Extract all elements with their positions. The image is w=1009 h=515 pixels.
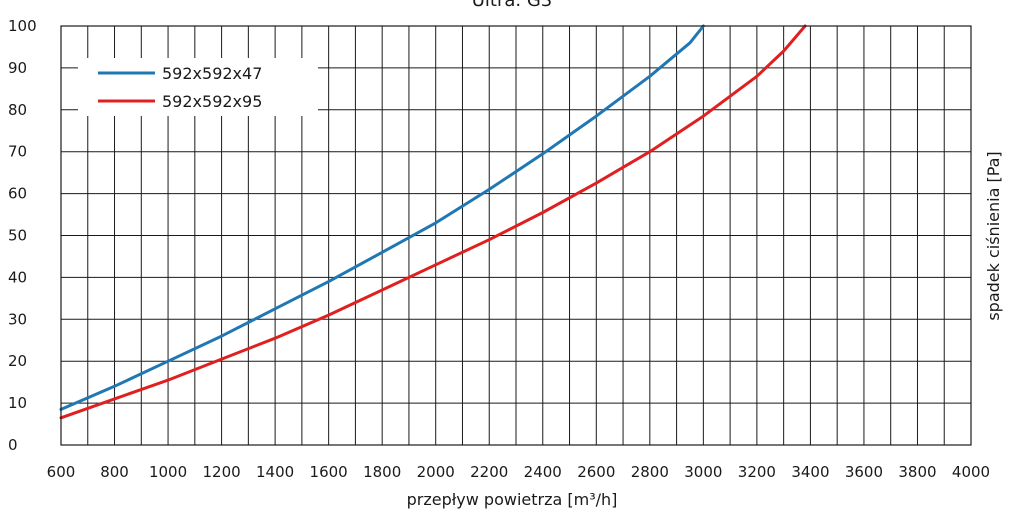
y-tick-label: 0	[8, 436, 18, 454]
x-tick-label: 1800	[363, 463, 401, 481]
y-tick-label: 90	[8, 59, 27, 77]
legend: 592x592x47 592x592x95	[98, 64, 262, 111]
x-axis: 600 800 1000 1200 1400 1600 1800 2000 2200 2400 26…	[47, 463, 990, 481]
legend-box	[78, 58, 318, 116]
x-tick-label: 2800	[631, 463, 669, 481]
y-tick-label: 60	[8, 185, 27, 203]
series-line-2	[59, 24, 807, 420]
y-tick-label: 70	[8, 143, 27, 161]
y-tick-label: 50	[8, 227, 27, 245]
y-tick-label: 40	[8, 268, 27, 286]
y-tick-label: 30	[8, 310, 27, 328]
y-tick-label: 10	[8, 394, 27, 412]
x-tick-label: 2000	[417, 463, 455, 481]
legend-label-2: 592x592x95	[162, 92, 262, 111]
y-axis: 0 10 20 30 40 50 60 70 80 90 100	[8, 17, 37, 454]
x-tick-label: 1200	[202, 463, 240, 481]
plot-frame	[60, 25, 972, 446]
x-axis-label: przepływ powietrza [m³/h]	[407, 490, 618, 509]
x-tick-label: 3000	[684, 463, 722, 481]
x-tick-label: 3800	[898, 463, 936, 481]
y-tick-label: 100	[8, 17, 37, 35]
x-tick-label: 1400	[256, 463, 294, 481]
x-tick-label: 800	[100, 463, 129, 481]
x-tick-label: 4000	[952, 463, 990, 481]
legend-label-1: 592x592x47	[162, 64, 262, 83]
x-tick-label: 2600	[577, 463, 615, 481]
x-tick-label: 3600	[845, 463, 883, 481]
x-tick-label: 3200	[738, 463, 776, 481]
x-tick-label: 2400	[524, 463, 562, 481]
x-tick-label: 2200	[470, 463, 508, 481]
y-tick-label: 80	[8, 101, 27, 119]
chart-title: Ultra. G3	[472, 0, 553, 11]
x-tick-label: 600	[47, 463, 76, 481]
x-tick-label: 1600	[310, 463, 348, 481]
x-tick-label: 3400	[791, 463, 829, 481]
y-tick-label: 20	[8, 352, 27, 370]
series-layer	[59, 24, 807, 420]
x-tick-label: 1000	[149, 463, 187, 481]
y-axis-label: spadek ciśnienia [Pa]	[984, 151, 1003, 320]
series-line-1	[59, 24, 705, 411]
